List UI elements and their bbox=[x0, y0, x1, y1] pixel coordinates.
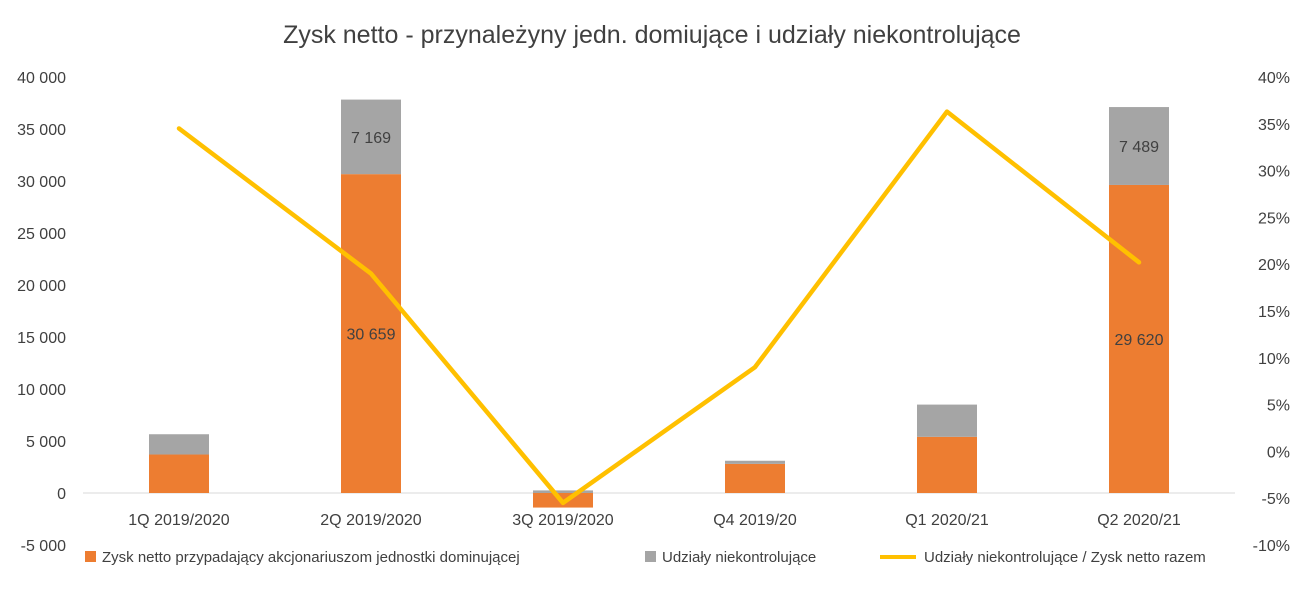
y2-tick-label: 30% bbox=[1258, 164, 1290, 181]
data-labels: 30 659 29 620 7 169 7 489 bbox=[347, 130, 1164, 349]
bar-4-parent-share bbox=[725, 463, 785, 493]
bar-6-minority-share bbox=[1109, 107, 1169, 185]
y2-tick-label: 25% bbox=[1258, 210, 1290, 227]
legend-label: Udziały niekontrolujące / Zysk netto raz… bbox=[924, 549, 1206, 566]
y2-tick-label: 0% bbox=[1267, 444, 1290, 461]
y-tick-label: 15 000 bbox=[17, 330, 66, 347]
y-tick-label: 30 000 bbox=[17, 174, 66, 191]
data-label: 7 169 bbox=[351, 130, 391, 147]
legend-label: Udziały niekontrolujące bbox=[662, 549, 816, 566]
y-tick-label: -5 000 bbox=[21, 538, 66, 555]
data-label: 29 620 bbox=[1115, 332, 1164, 349]
y-tick-label: 0 bbox=[57, 486, 66, 503]
chart-title: Zysk netto - przynależyny jedn. domiując… bbox=[283, 21, 1021, 49]
y2-tick-label: 5% bbox=[1267, 398, 1290, 415]
x-tick-label: 1Q 2019/2020 bbox=[128, 512, 230, 529]
y2-tick-label: -10% bbox=[1253, 538, 1290, 555]
legend: Zysk netto przypadający akcjonariuszom j… bbox=[85, 549, 1206, 566]
x-tick-label: Q2 2020/21 bbox=[1097, 512, 1181, 529]
x-tick-label: 3Q 2019/2020 bbox=[512, 512, 614, 529]
bar-6-parent-share bbox=[1109, 184, 1169, 493]
y-tick-label: 20 000 bbox=[17, 278, 66, 295]
legend-swatch-2 bbox=[645, 551, 656, 562]
y2-tick-label: -5% bbox=[1262, 491, 1290, 508]
x-tick-label: 2Q 2019/2020 bbox=[320, 512, 422, 529]
bar-5-parent-share bbox=[917, 436, 977, 493]
data-label: 7 489 bbox=[1119, 139, 1159, 156]
data-label: 30 659 bbox=[347, 327, 396, 344]
bar-5-minority-share bbox=[917, 404, 977, 437]
ratio-series-line bbox=[176, 109, 1142, 506]
y-tick-label: 40 000 bbox=[17, 70, 66, 87]
bar-2-parent-share bbox=[341, 174, 401, 493]
y2-tick-label: 15% bbox=[1258, 304, 1290, 321]
bars bbox=[149, 99, 1169, 508]
y-tick-label: 10 000 bbox=[17, 382, 66, 399]
y-tick-label: 35 000 bbox=[17, 122, 66, 139]
bar-4-minority-share bbox=[725, 460, 785, 464]
x-tick-label: Q4 2019/20 bbox=[713, 512, 797, 529]
axes: -5 000 0 5 000 10 000 15 000 20 000 25 000 30 0… bbox=[17, 70, 1290, 555]
legend-label: Zysk netto przypadający akcjonariuszom j… bbox=[102, 549, 520, 566]
bar-3-minority-share bbox=[533, 490, 593, 493]
y-tick-label: 25 000 bbox=[17, 226, 66, 243]
bar-1-minority-share bbox=[149, 434, 209, 455]
x-tick-label: Q1 2020/21 bbox=[905, 512, 989, 529]
y2-tick-label: 10% bbox=[1258, 351, 1290, 368]
y2-tick-label: 35% bbox=[1258, 117, 1290, 134]
bar-2-minority-share bbox=[341, 99, 401, 175]
ratio-line bbox=[176, 109, 1142, 506]
legend-swatch-1 bbox=[85, 551, 96, 562]
bar-1-parent-share bbox=[149, 454, 209, 493]
y2-tick-label: 40% bbox=[1258, 70, 1290, 87]
y2-tick-label: 20% bbox=[1258, 257, 1290, 274]
y-tick-label: 5 000 bbox=[26, 434, 66, 451]
